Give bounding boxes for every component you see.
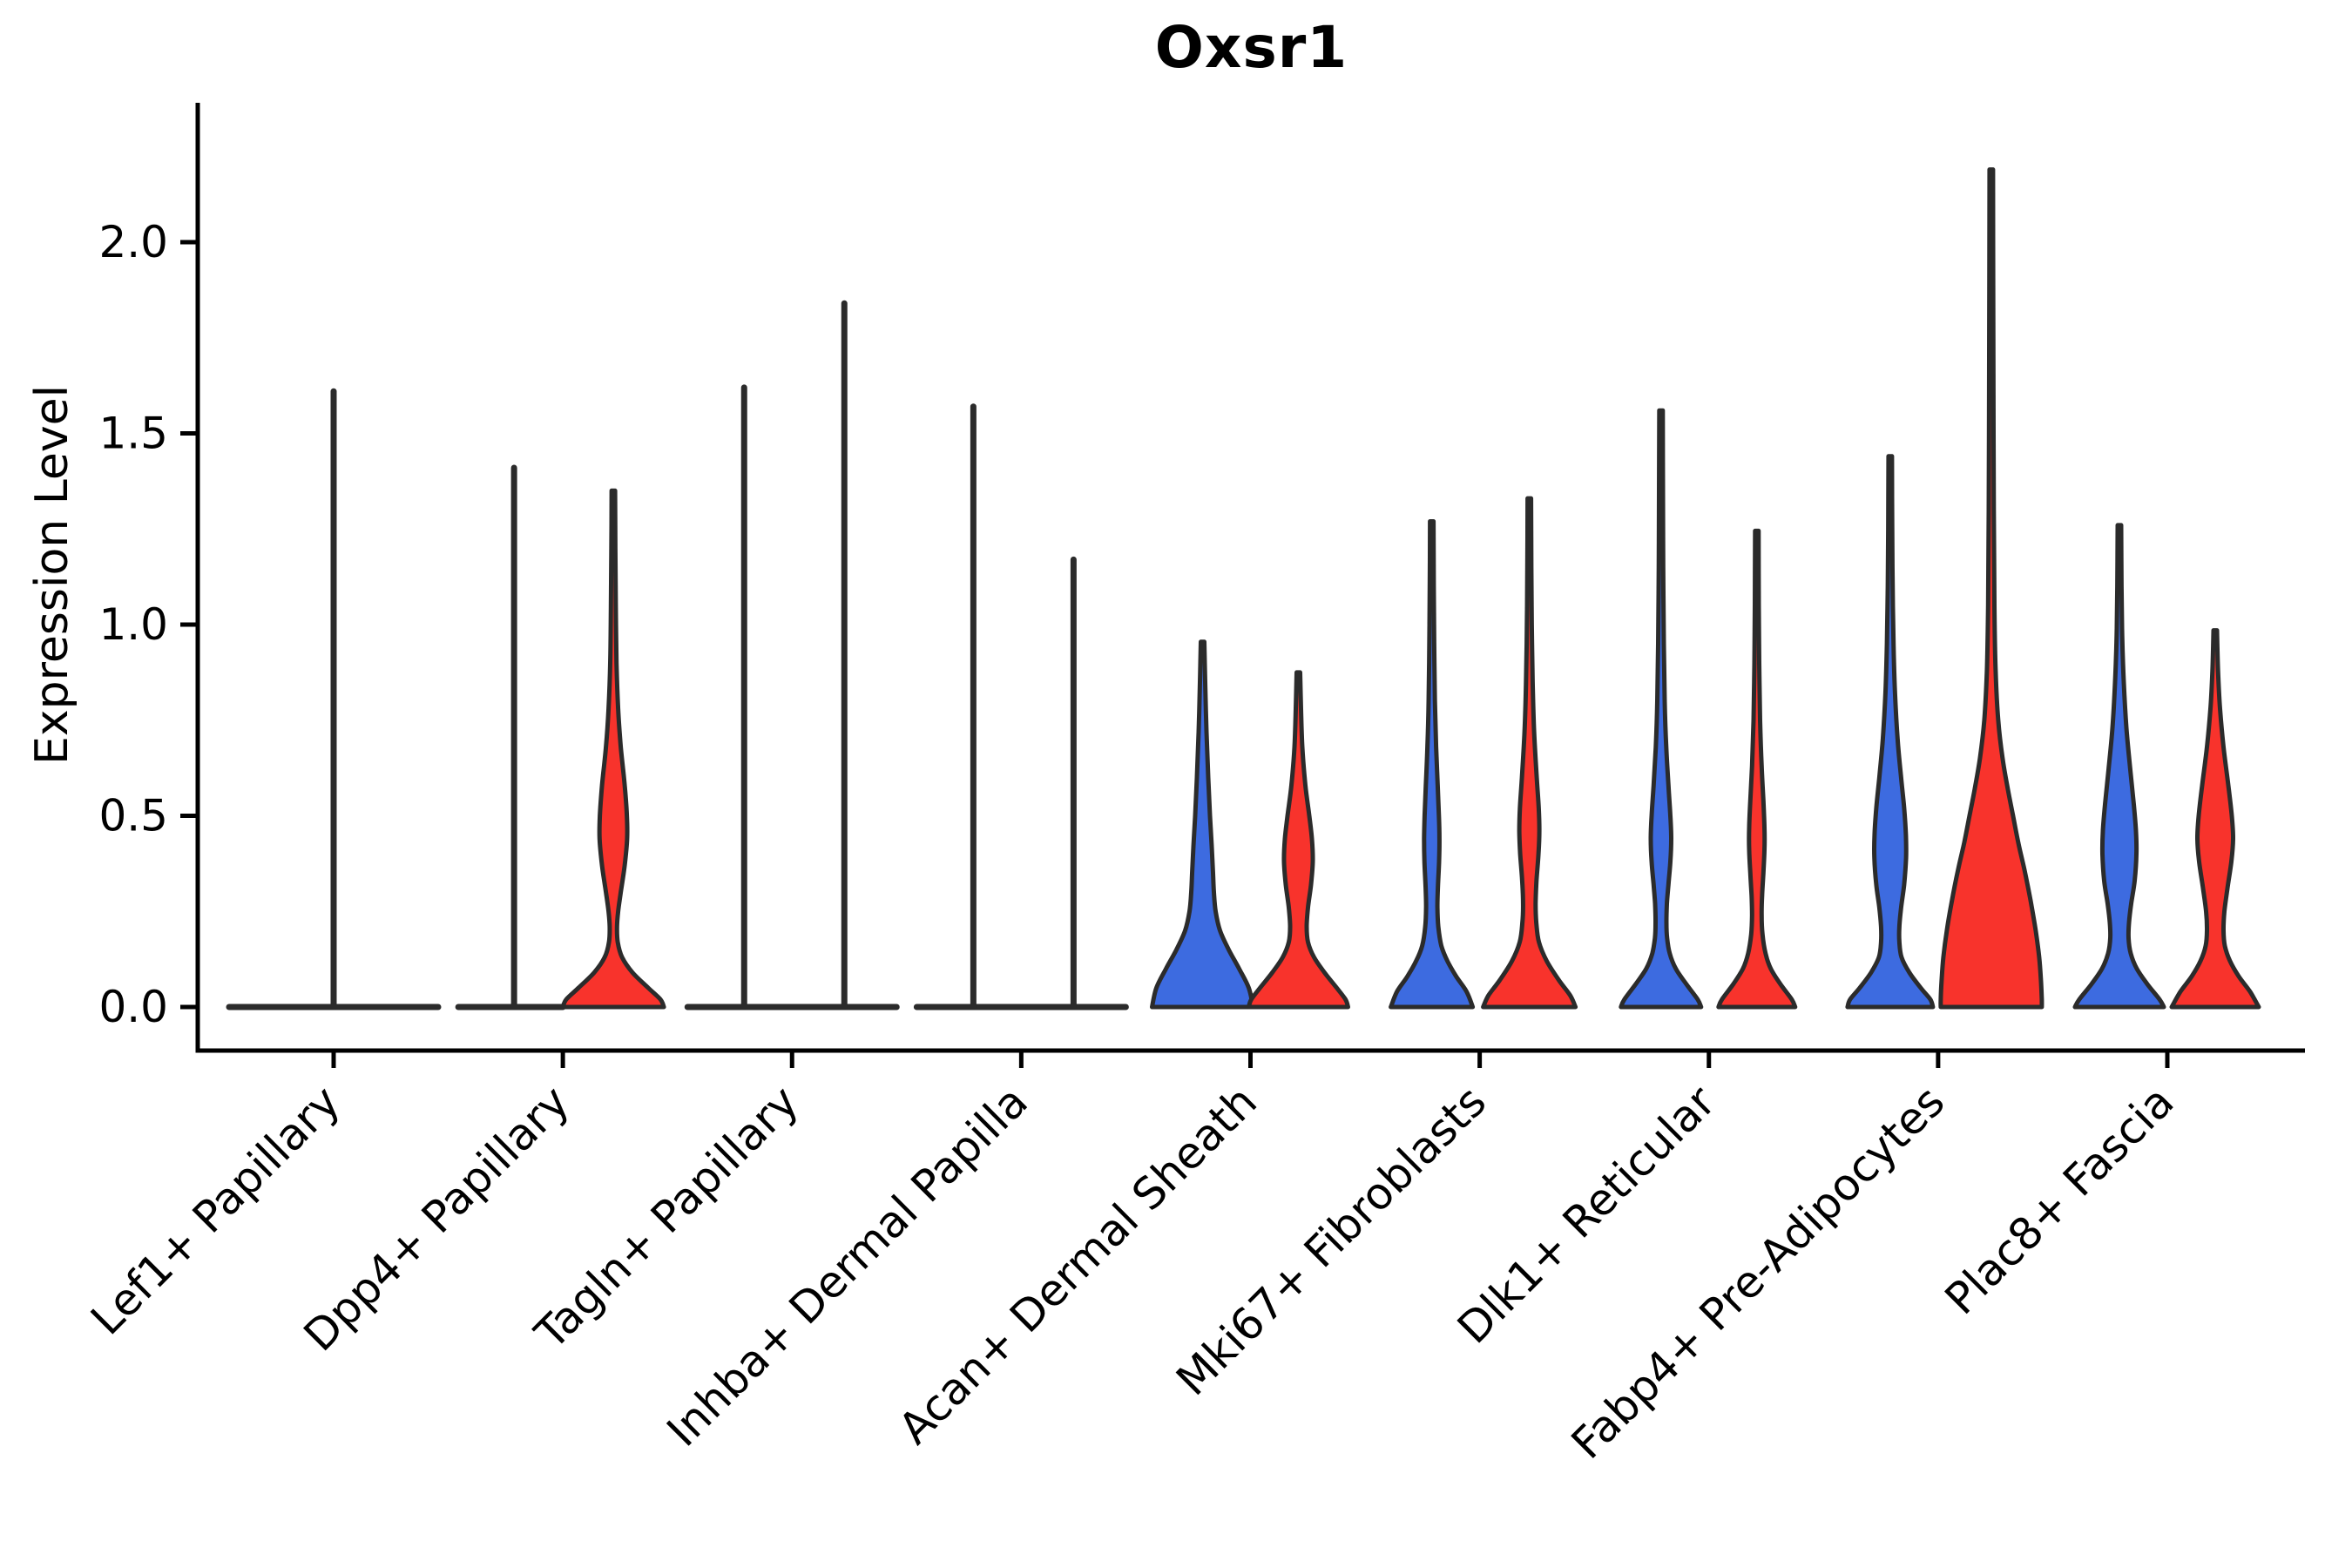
violin-dpp4-papillary-right bbox=[560, 488, 666, 1010]
y-tick-label: 1.0 bbox=[98, 599, 168, 650]
violin-fabp4-pre-adipocytes-right bbox=[1938, 167, 2044, 1010]
x-tick-label: Fabp4+ Pre-Adipocytes bbox=[1562, 1076, 1955, 1469]
violin-acan-dermal-sheath-right bbox=[1247, 670, 1350, 1010]
violin-mki67-fibroblasts-left bbox=[1389, 519, 1476, 1010]
violin-fabp4-pre-adipocytes-left bbox=[1845, 454, 1936, 1010]
y-tick-label: 0.0 bbox=[98, 982, 168, 1032]
violin-plac8-fascia-right bbox=[2169, 628, 2261, 1010]
violin-plac8-fascia-left bbox=[2072, 523, 2166, 1010]
y-tick-label: 0.5 bbox=[98, 791, 168, 841]
violin-mki67-fibroblasts-right bbox=[1481, 496, 1578, 1010]
y-tick-label: 1.5 bbox=[98, 409, 168, 459]
violin-dlk1-reticular-right bbox=[1716, 528, 1798, 1010]
x-tick-label: Plac8+ Fascia bbox=[1936, 1076, 2184, 1324]
violin-dlk1-reticular-left bbox=[1619, 408, 1704, 1010]
violin-acan-dermal-sheath-left bbox=[1150, 639, 1255, 1010]
x-tick-label: Lef1+ Papillary bbox=[81, 1076, 349, 1344]
chart-title: Oxsr1 bbox=[1154, 14, 1348, 81]
y-tick-label: 2.0 bbox=[98, 217, 168, 267]
